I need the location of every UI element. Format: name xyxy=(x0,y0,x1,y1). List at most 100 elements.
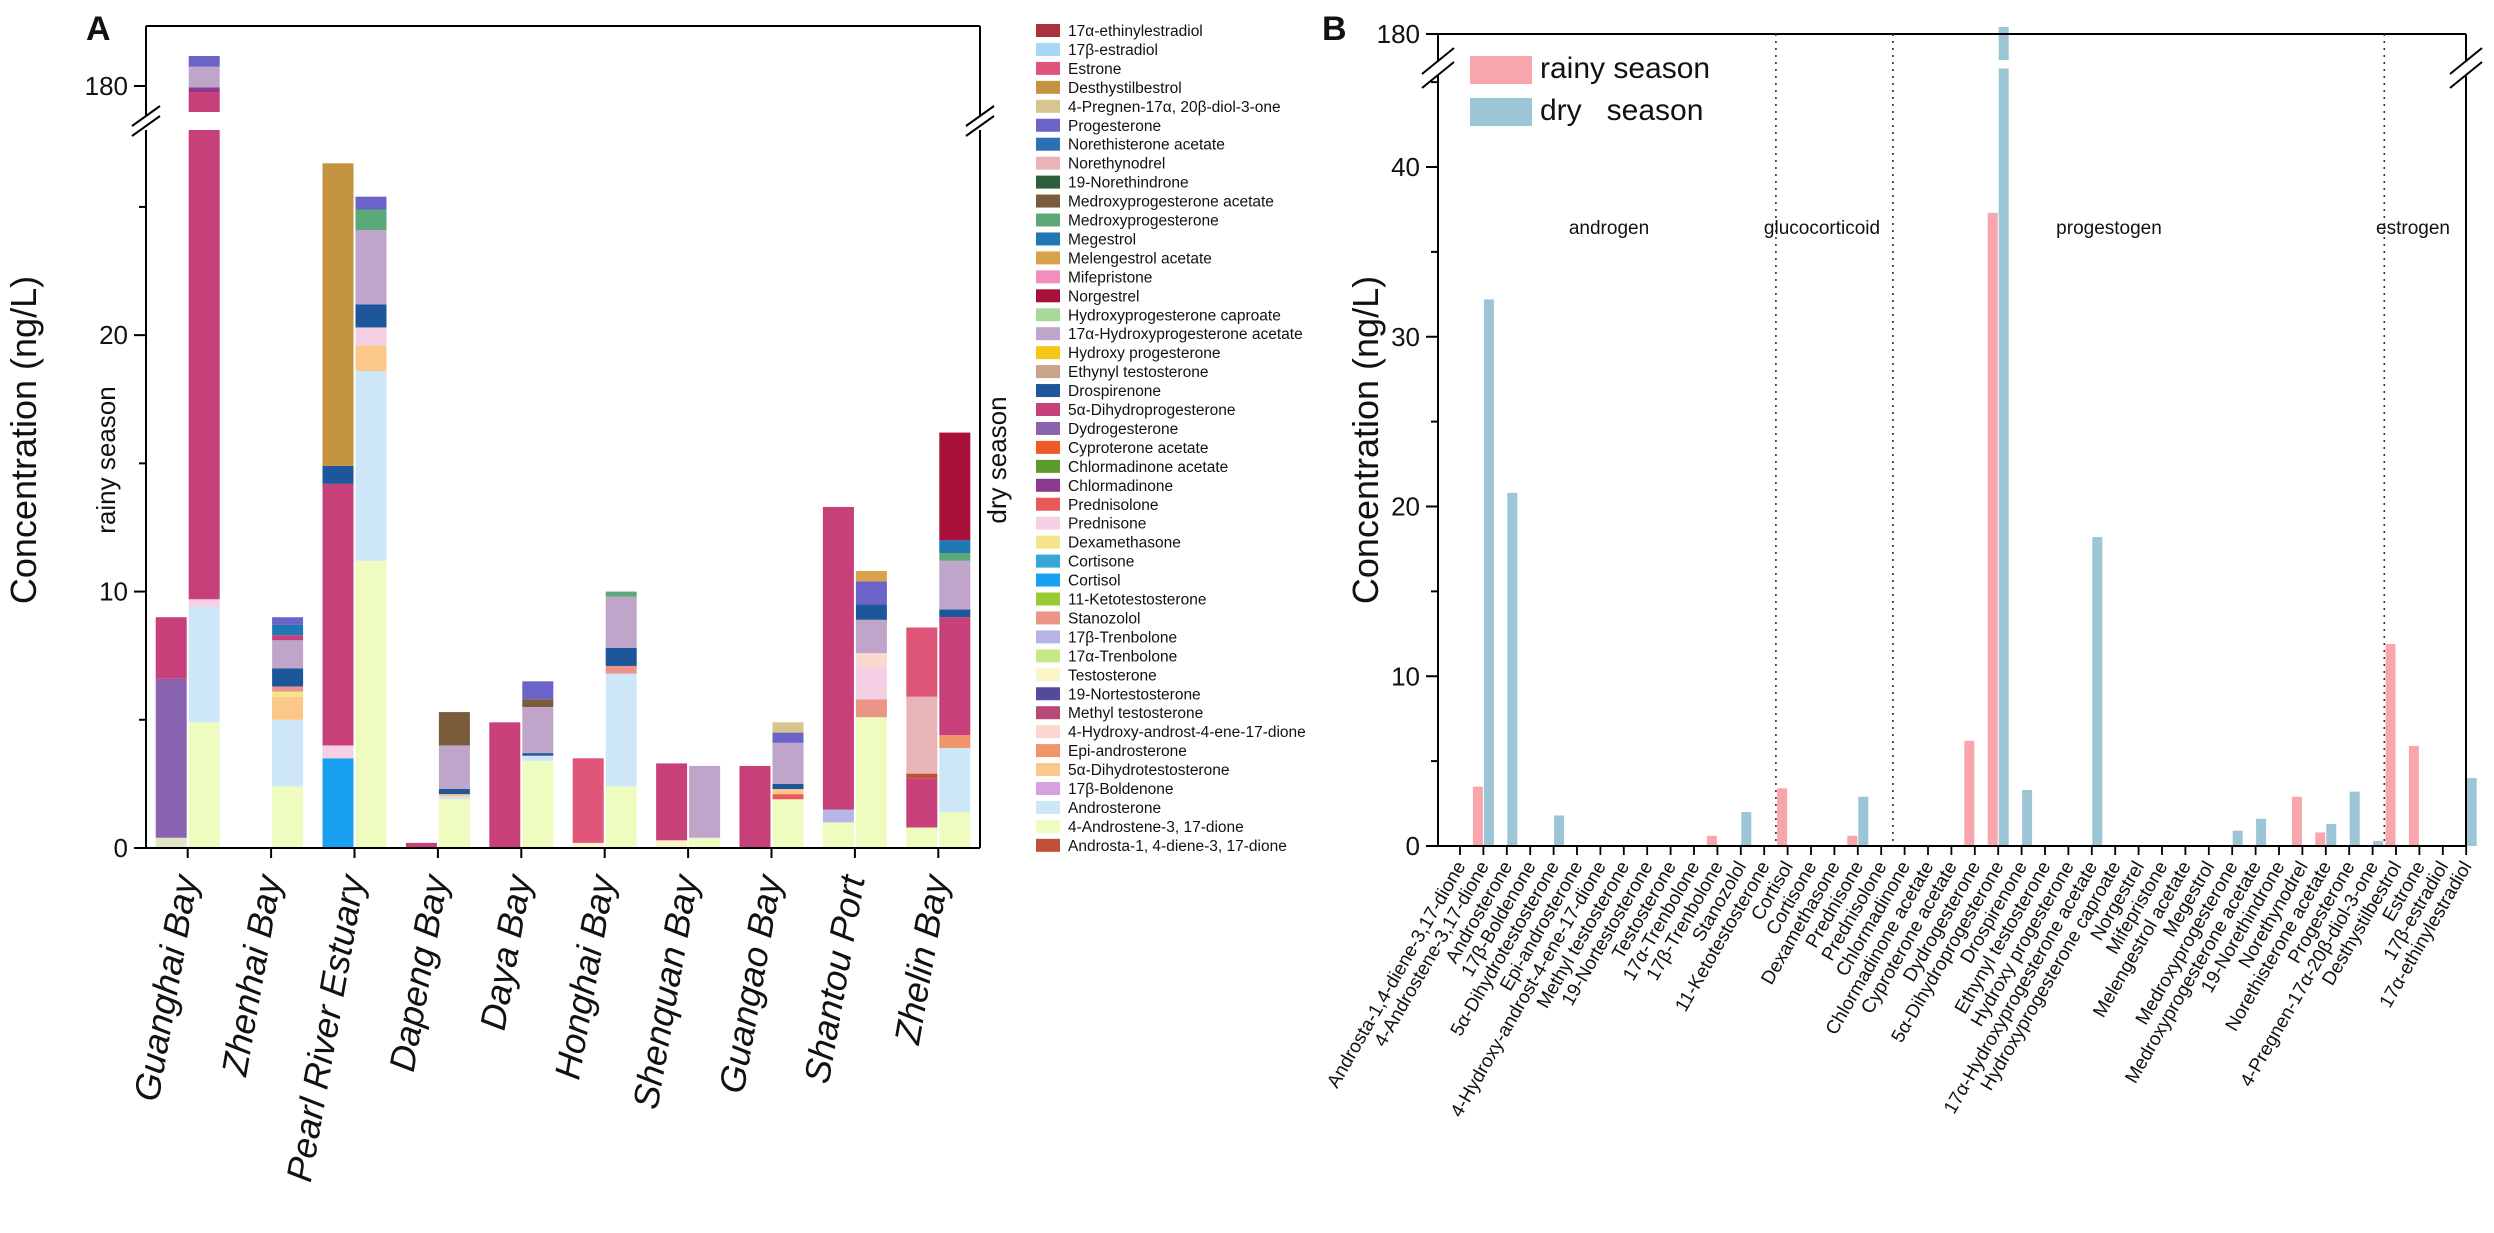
legend-swatch-cortisol xyxy=(1036,573,1060,587)
legend-swatch-medroxyprogesterone xyxy=(1036,213,1060,227)
bar-segment-guanghai-bay-dry xyxy=(188,66,220,88)
panel-b-axis-break-mark xyxy=(2449,47,2483,75)
legend-label-4-hydroxy-androst-4-ene-17-dione: 4-Hydroxy-androst-4-ene-17-dione xyxy=(1068,724,1306,741)
legend-label-medroxyprogesterone: Medroxyprogesterone xyxy=(1068,213,1219,230)
bar-segment-shenquan-bay-rainy xyxy=(656,763,688,841)
bar-segment-zhelin-bay-rainy xyxy=(906,627,938,697)
legend-label-desthystilbestrol: Desthystilbestrol xyxy=(1068,80,1182,97)
bar-segment-zhenhai-bay-dry xyxy=(272,696,304,720)
bar-segment-dapeng-bay-dry xyxy=(438,794,470,797)
bar-segment-zhenhai-bay-dry xyxy=(272,640,304,669)
bar-segment-shantou-port-dry xyxy=(855,717,887,848)
bar-segment-guanghai-bay-dry-upper xyxy=(188,92,220,112)
legend-label-mifepristone: Mifepristone xyxy=(1068,269,1152,286)
bar-segment-zhenhai-bay-dry xyxy=(272,668,304,687)
bar-segment-zhelin-bay-rainy xyxy=(906,827,938,848)
legend-label-cyproterone-acetate: Cyproterone acetate xyxy=(1068,440,1208,457)
bar-segment-daya-bay-dry xyxy=(522,755,554,761)
bar-segment-zhenhai-bay-dry xyxy=(272,719,304,787)
panel-b-axes: Concentration (ng/L) 0 10 20 30 40 180 androgen… xyxy=(1323,19,2483,1121)
panel-b-y-tick-label: 30 xyxy=(1391,322,1420,352)
legend-label-17-hydroxyprogesterone-acetate: 17α-Hydroxyprogesterone acetate xyxy=(1068,326,1303,343)
bar-segment-pearl-river-estuary-dry xyxy=(355,209,387,231)
legend-label-4-pregnen-17-20-diol-3-one: 4-Pregnen-17α, 20β-diol-3-one xyxy=(1068,99,1281,116)
legend-label-megestrol: Megestrol xyxy=(1068,231,1136,248)
panel-a-label: A xyxy=(86,10,111,48)
panel-b-y-tick-label: 180 xyxy=(1377,19,1420,49)
bar-segment-zhelin-bay-dry xyxy=(939,617,971,736)
bar-segment-honghai-bay-rainy xyxy=(572,842,604,848)
rainy-season-side-label: rainy season xyxy=(91,386,121,533)
legend-label-norethynodrel: Norethynodrel xyxy=(1068,156,1165,173)
bar-dry-season-androsterone xyxy=(1507,492,1518,846)
bar-segment-guangao-bay-dry xyxy=(772,732,804,743)
panel-a-x-tick-label: Guanghai Bay xyxy=(126,870,206,1104)
bar-segment-pearl-river-estuary-dry xyxy=(355,371,387,561)
bar-dry-season-5-dihydrotestosterone xyxy=(1554,815,1565,846)
bar-segment-pearl-river-estuary-dry xyxy=(355,345,387,372)
bar-segment-dapeng-bay-dry xyxy=(438,799,470,848)
legend-swatch-cyproterone-acetate xyxy=(1036,440,1060,454)
bar-segment-daya-bay-dry xyxy=(522,681,554,700)
legend-swatch-dydrogesterone xyxy=(1036,421,1060,435)
legend-swatch-17-ethinylestradiol xyxy=(1036,24,1060,37)
bar-segment-shantou-port-rainy xyxy=(822,809,854,823)
legend-swatch-epi-androsterone xyxy=(1036,744,1060,758)
panel-b-axis-break-mark xyxy=(1421,47,1455,75)
bar-dry-season-17-ethinylestradiol xyxy=(2466,778,2477,846)
legend-label-17-boldenone: 17β-Boldenone xyxy=(1068,781,1173,798)
bar-dry-season-medroxyprogesterone-acetate xyxy=(2256,818,2267,846)
legend-swatch-stanozolol xyxy=(1036,611,1060,625)
panel-a-axis-break-mark xyxy=(965,115,995,137)
legend-swatch-4-pregnen-17-20-diol-3-one xyxy=(1036,99,1060,113)
bar-segment-shantou-port-dry xyxy=(855,699,887,718)
legend-label-stanozolol: Stanozolol xyxy=(1068,610,1140,627)
panel-b-axis-break-mark xyxy=(1421,61,1455,89)
bar-segment-pearl-river-estuary-dry xyxy=(355,304,387,328)
bar-rainy-season-17-trenbolone xyxy=(1706,835,1717,846)
bar-segment-zhelin-bay-rainy xyxy=(906,773,938,779)
legend-swatch-4-hydroxy-androst-4-ene-17-dione xyxy=(1036,725,1060,739)
legend-swatch-dexamethasone xyxy=(1036,535,1060,549)
bar-segment-guangao-bay-dry xyxy=(772,789,804,795)
legend-swatch-chlormadinone xyxy=(1036,478,1060,492)
bar-segment-dapeng-bay-dry xyxy=(438,745,470,790)
legend-swatch-4-androstene-3-17-dione xyxy=(1036,819,1060,833)
panel-a-y-tick-label: 10 xyxy=(99,577,128,607)
panel-a-axis-break-mark xyxy=(131,115,161,137)
panel-b-label: B xyxy=(1322,10,1347,48)
bar-segment-pearl-river-estuary-rainy xyxy=(322,163,354,466)
legend-swatch-estrone xyxy=(1036,61,1060,75)
bar-segment-shantou-port-dry xyxy=(855,581,887,605)
legend-label-5-dihydrotestosterone: 5α-Dihydrotestosterone xyxy=(1068,762,1229,779)
bar-segment-daya-bay-dry xyxy=(522,753,554,756)
legend-label-5-dihydroprogesterone: 5α-Dihydroprogesterone xyxy=(1068,402,1236,419)
dry-season-side-label: dry season xyxy=(982,396,1012,523)
bar-segment-pearl-river-estuary-dry xyxy=(355,230,387,305)
legend-label-19-nortestosterone: 19-Nortestosterone xyxy=(1068,686,1201,703)
bar-rainy-season-prednisone xyxy=(1847,835,1858,846)
panel-a-x-tick-label: Honghai Bay xyxy=(546,870,623,1082)
bar-segment-shantou-port-rainy xyxy=(822,822,854,848)
panel-a-x-tick-label: Guangao Bay xyxy=(711,870,790,1096)
bar-segment-pearl-river-estuary-dry xyxy=(355,196,387,210)
group-label-androgen: androgen xyxy=(1569,218,1649,239)
bar-segment-honghai-bay-dry xyxy=(605,647,637,666)
legend-label-dry-season: dry season xyxy=(1540,94,1703,127)
legend-label-androsterone: Androsterone xyxy=(1068,800,1161,817)
legend-swatch-norgestrel xyxy=(1036,289,1060,303)
legend-label-chlormadinone-acetate: Chlormadinone acetate xyxy=(1068,459,1228,476)
bar-segment-zhelin-bay-dry xyxy=(939,747,971,813)
legend-label-hydroxyprogesterone-caproate: Hydroxyprogesterone caproate xyxy=(1068,307,1281,324)
panel-b-y-tick-label: 40 xyxy=(1391,152,1420,182)
panel-b: B Concentration (ng/L) 0 10 20 30 40 180 androg… xyxy=(1322,10,2483,1121)
bar-segment-zhelin-bay-dry xyxy=(939,540,971,554)
panel-a-y-tick-label: 0 xyxy=(114,833,128,863)
legend-swatch-megestrol xyxy=(1036,232,1060,246)
legend-label-4-androstene-3-17-dione: 4-Androstene-3, 17-dione xyxy=(1068,819,1244,836)
bar-segment-daya-bay-dry xyxy=(522,699,554,707)
bar-segment-zhenhai-bay-dry xyxy=(272,617,304,625)
legend-label-rainy-season: rainy season xyxy=(1540,52,1710,85)
bar-segment-shenquan-bay-dry xyxy=(689,837,721,848)
bar-segment-pearl-river-estuary-dry xyxy=(355,327,387,346)
